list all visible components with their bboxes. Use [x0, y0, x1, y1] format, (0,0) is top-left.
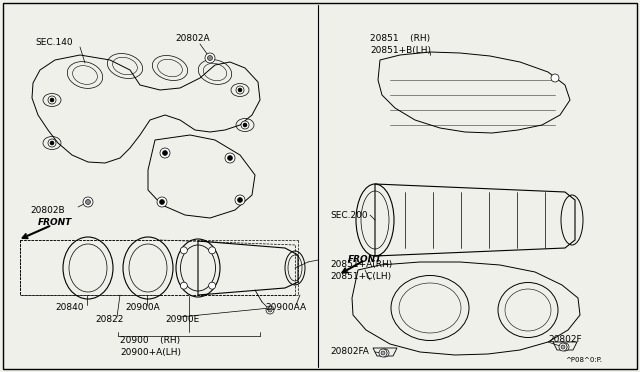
Circle shape — [209, 247, 216, 254]
Text: ^P08^0:P.: ^P08^0:P. — [565, 357, 602, 363]
Circle shape — [180, 282, 188, 289]
Circle shape — [237, 198, 243, 202]
Text: 20802F: 20802F — [548, 336, 582, 344]
Text: FRONT: FRONT — [348, 256, 382, 264]
Circle shape — [243, 123, 247, 127]
Text: 20802A: 20802A — [175, 33, 210, 42]
Circle shape — [559, 343, 567, 351]
Circle shape — [163, 151, 168, 155]
Text: 20900E: 20900E — [165, 315, 199, 324]
Circle shape — [238, 88, 242, 92]
Text: 20900    (RH): 20900 (RH) — [120, 336, 180, 344]
Circle shape — [381, 349, 389, 357]
Circle shape — [48, 96, 56, 104]
Circle shape — [159, 199, 164, 205]
Circle shape — [86, 199, 90, 205]
Circle shape — [207, 55, 212, 61]
Circle shape — [48, 139, 56, 147]
Circle shape — [83, 197, 93, 207]
Circle shape — [381, 351, 385, 355]
Text: 20822: 20822 — [95, 315, 124, 324]
Circle shape — [551, 74, 559, 82]
Circle shape — [50, 141, 54, 145]
Circle shape — [227, 155, 232, 160]
Circle shape — [268, 308, 272, 312]
Text: 20900A: 20900A — [125, 304, 160, 312]
Circle shape — [241, 121, 249, 129]
Circle shape — [561, 343, 569, 351]
Circle shape — [209, 282, 216, 289]
Text: 20802FA: 20802FA — [330, 347, 369, 356]
Text: 20900+A(LH): 20900+A(LH) — [120, 347, 181, 356]
Circle shape — [180, 247, 188, 254]
Circle shape — [225, 153, 235, 163]
Text: 20802B: 20802B — [30, 205, 65, 215]
Text: SEC.140: SEC.140 — [35, 38, 72, 46]
Text: 20851+C(LH): 20851+C(LH) — [330, 273, 391, 282]
Circle shape — [266, 306, 274, 314]
Circle shape — [383, 351, 387, 355]
Circle shape — [235, 195, 245, 205]
Text: FRONT: FRONT — [38, 218, 72, 227]
Text: 20900AA: 20900AA — [265, 304, 306, 312]
Text: SEC.200: SEC.200 — [330, 211, 367, 219]
Circle shape — [50, 98, 54, 102]
Circle shape — [205, 53, 215, 63]
Text: 20851+A(RH): 20851+A(RH) — [330, 260, 392, 269]
Text: 20851    (RH): 20851 (RH) — [370, 33, 430, 42]
Circle shape — [236, 86, 244, 94]
Circle shape — [561, 345, 565, 349]
Text: 20840: 20840 — [55, 304, 83, 312]
Circle shape — [160, 148, 170, 158]
Text: 20851+B(LH): 20851+B(LH) — [370, 45, 431, 55]
Circle shape — [563, 345, 567, 349]
Circle shape — [157, 197, 167, 207]
Circle shape — [379, 349, 387, 357]
